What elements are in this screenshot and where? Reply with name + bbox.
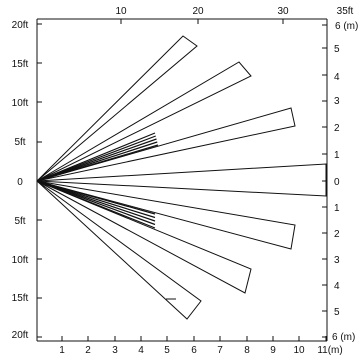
beam-zone-2 <box>36 61 252 182</box>
bottom-label-11m: 11(m) <box>317 345 342 356</box>
frame <box>36 18 328 342</box>
right-label-5-top: 5 <box>334 44 340 55</box>
right-label-2-bottom: 2 <box>334 229 340 240</box>
left-label-20ft-bottom: 20ft <box>12 330 29 341</box>
right-label-6m-top: 6 (m) <box>335 21 358 32</box>
right-label-6m-bottom: 6 (m) <box>332 332 355 343</box>
bottom-label-9: 9 <box>270 345 276 356</box>
bottom-label-1: 1 <box>59 345 65 356</box>
detection-beams <box>36 35 327 320</box>
bottom-label-6: 6 <box>191 345 197 356</box>
left-label-20ft-top: 20ft <box>12 20 29 31</box>
beam-zone-7 <box>36 180 202 320</box>
left-label-15ft-bottom: 15ft <box>12 293 29 304</box>
bottom-label-10: 10 <box>293 345 305 356</box>
left-label-5ft-top: 5ft <box>14 137 25 148</box>
top-axis: 10 20 30 35ft <box>115 6 354 24</box>
bottom-axis: 1 2 3 4 5 6 7 8 9 10 11(m) <box>59 345 342 356</box>
right-label-2-top: 2 <box>334 123 340 134</box>
right-label-5-bottom: 5 <box>334 307 340 318</box>
beam-zone-1 <box>36 35 198 182</box>
bottom-label-5: 5 <box>164 345 170 356</box>
bottom-label-8: 8 <box>244 345 250 356</box>
top-end-label: 35ft <box>337 6 354 17</box>
left-label-15ft-top: 15ft <box>12 59 29 70</box>
right-label-4-top: 4 <box>334 72 340 83</box>
top-tick-10: 10 <box>115 6 127 17</box>
right-label-4-bottom: 4 <box>334 281 340 292</box>
left-axis: 20ft 15ft 10ft 5ft 0 5ft 10ft 15ft 20ft <box>12 20 29 341</box>
right-label-0: 0 <box>334 177 340 188</box>
right-axis: 6 (m) 5 4 3 2 1 0 1 2 3 4 5 6 (m) <box>332 21 358 343</box>
left-label-10ft-top: 10ft <box>12 98 29 109</box>
bottom-label-2: 2 <box>85 345 91 356</box>
beam-zone-6 <box>36 180 252 294</box>
right-label-1-top: 1 <box>334 150 340 161</box>
right-label-3-top: 3 <box>334 96 340 107</box>
axis-ticks <box>37 23 327 341</box>
right-label-3-bottom: 3 <box>334 255 340 266</box>
left-label-10ft-bottom: 10ft <box>12 255 29 266</box>
beam-zone-5 <box>36 180 296 250</box>
short-beam-1-4 <box>36 144 159 182</box>
short-beam-2-4 <box>36 180 156 229</box>
bottom-label-7: 7 <box>217 345 223 356</box>
bottom-label-4: 4 <box>138 345 144 356</box>
top-tick-20: 20 <box>192 6 204 17</box>
beam-zone-3 <box>36 107 296 182</box>
beam-zone-4 <box>36 163 327 197</box>
left-label-zero: 0 <box>17 177 23 188</box>
bottom-label-3: 3 <box>112 345 118 356</box>
right-label-1-bottom: 1 <box>334 203 340 214</box>
top-tick-30: 30 <box>277 6 289 17</box>
left-label-5ft-bottom: 5ft <box>14 216 25 227</box>
